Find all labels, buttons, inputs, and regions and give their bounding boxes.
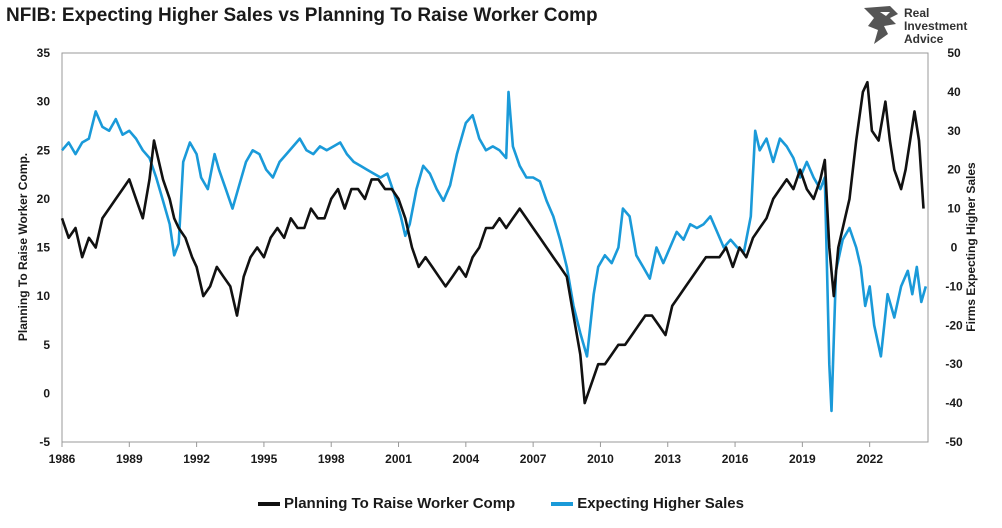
x-tick-label-6: 2004: [452, 452, 479, 466]
right-tick-label-9: 40: [947, 85, 961, 99]
left-tick-label-8: 35: [37, 46, 51, 60]
x-tick-label-8: 2010: [587, 452, 614, 466]
right-tick-label-10: 50: [947, 46, 961, 60]
x-tick-label-11: 2019: [789, 452, 816, 466]
logo-line-3: Advice: [904, 32, 944, 46]
x-axis-ticks: 1986 1989 1992 1995 1998 2001 2004 2007 2010 2013…: [49, 442, 883, 466]
right-tick-label-0: -50: [945, 435, 963, 449]
x-tick-label-9: 2013: [654, 452, 681, 466]
right-tick-label-4: -10: [945, 279, 963, 293]
series-lines: [60, 80, 928, 413]
right-tick-label-2: -30: [945, 357, 963, 371]
plot-frame: [61, 52, 929, 443]
left-tick-label-1: 0: [43, 386, 50, 400]
x-tick-label-1: 1989: [116, 452, 143, 466]
left-axis-ticks: -5 0 5 10 15 20 25 30 35: [37, 46, 51, 449]
right-axis-ticks: -50 -40 -30 -20 -10 0 10 20 30 40 50: [945, 46, 963, 449]
x-tick-label-12: 2022: [856, 452, 883, 466]
x-tick-label-2: 1992: [183, 452, 210, 466]
left-axis-label: Planning To Raise Worker Comp.: [16, 153, 30, 341]
left-tick-label-4: 15: [37, 241, 51, 255]
right-tick-label-3: -20: [945, 318, 963, 332]
legend-item-comp: Planning To Raise Worker Comp: [258, 495, 515, 512]
logo-line-1: Real: [904, 6, 930, 20]
left-tick-label-0: -5: [39, 435, 50, 449]
left-tick-label-2: 5: [43, 338, 50, 352]
left-tick-label-3: 10: [37, 289, 51, 303]
legend-label-sales: Expecting Higher Sales: [577, 495, 744, 512]
right-tick-label-7: 20: [947, 163, 961, 177]
left-tick-label-6: 25: [37, 143, 51, 157]
x-tick-label-4: 1998: [318, 452, 345, 466]
left-tick-label-7: 30: [37, 95, 51, 109]
chart-title: NFIB: Expecting Higher Sales vs Planning…: [6, 5, 598, 26]
left-tick-label-5: 20: [37, 192, 51, 206]
x-tick-label-7: 2007: [520, 452, 547, 466]
series-line-worker-comp: [60, 80, 925, 405]
plot-border: [61, 52, 929, 443]
logo: Real Investment Advice: [858, 4, 998, 48]
x-tick-label-3: 1995: [251, 452, 278, 466]
right-tick-label-1: -40: [945, 396, 963, 410]
right-tick-label-8: 30: [947, 124, 961, 138]
right-tick-label-6: 10: [947, 202, 961, 216]
right-axis-label: Firms Expecting Higher Sales: [964, 162, 978, 332]
x-tick-label-0: 1986: [49, 452, 76, 466]
x-tick-label-10: 2016: [722, 452, 749, 466]
eagle-logo-icon: [864, 6, 898, 44]
legend-swatch-sales: [551, 501, 574, 506]
logo-text: Real Investment Advice: [904, 7, 967, 46]
legend: Planning To Raise Worker Comp Expecting …: [0, 495, 1002, 512]
logo-line-2: Investment: [904, 19, 968, 33]
legend-swatch-comp: [258, 501, 281, 506]
x-tick-label-5: 2001: [385, 452, 412, 466]
right-tick-label-5: 0: [951, 241, 958, 255]
legend-item-sales: Expecting Higher Sales: [551, 495, 744, 512]
legend-label-comp: Planning To Raise Worker Comp: [284, 495, 516, 512]
series-line-higher-sales: [61, 90, 928, 413]
